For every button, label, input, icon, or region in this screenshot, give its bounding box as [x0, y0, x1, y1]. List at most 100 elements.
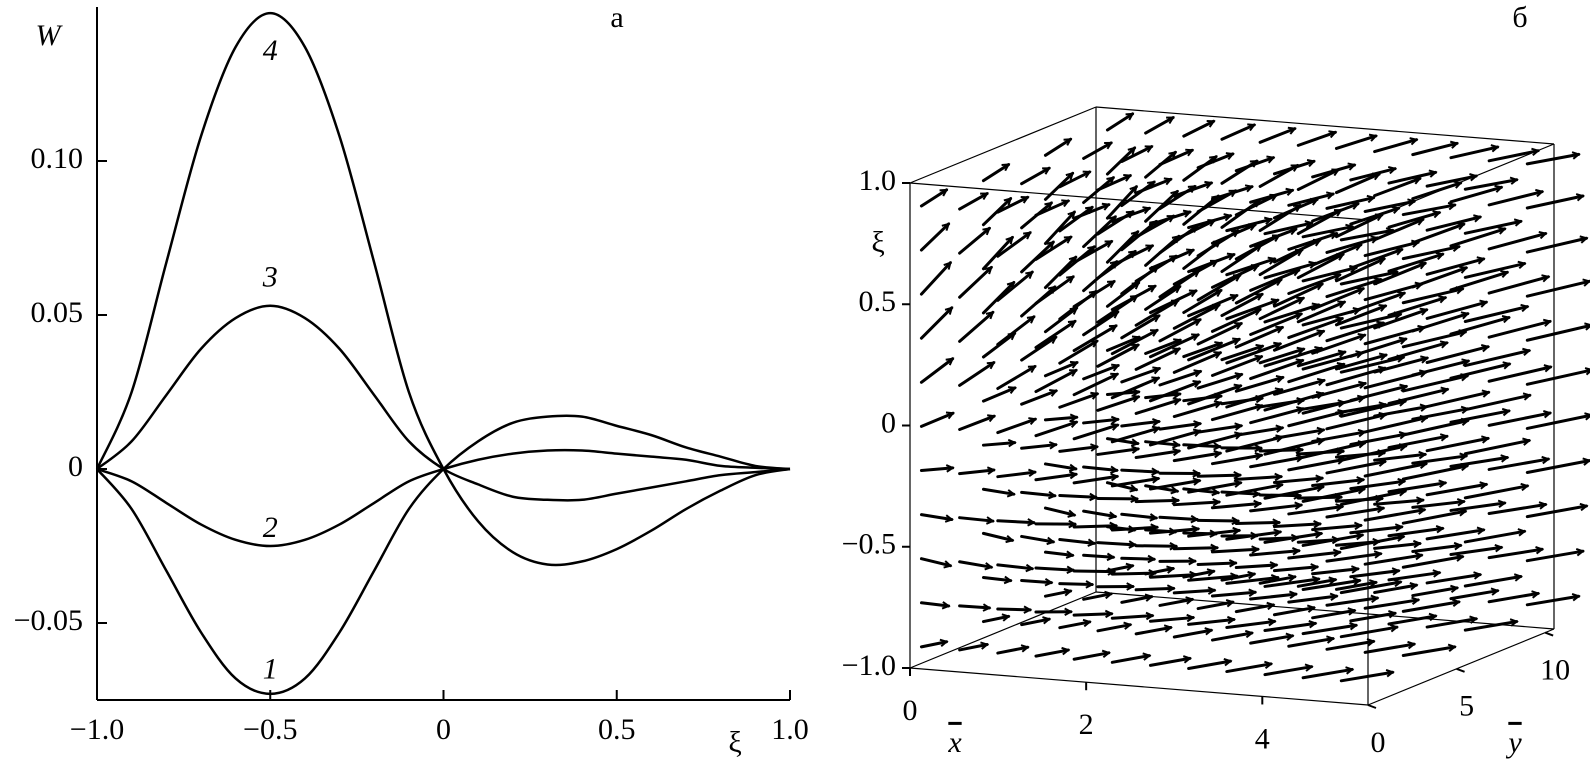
arrow-head: [1497, 226, 1507, 235]
arrow-head: [1225, 152, 1235, 160]
vector-arrow: [1296, 350, 1347, 368]
vector-arrow: [1525, 236, 1588, 254]
vector-arrow: [1387, 252, 1445, 273]
arrow-head: [1509, 176, 1519, 185]
vector-arrow: [1425, 436, 1490, 453]
arrow-head: [1151, 467, 1160, 476]
vector-arrow: [1148, 479, 1201, 491]
arrow-head: [1438, 479, 1448, 488]
arrow-head: [1130, 494, 1139, 504]
vector-arrow: [1301, 351, 1364, 371]
vector-arrow: [1411, 543, 1463, 553]
x-tick-label: 0: [436, 713, 451, 746]
vector-arrow: [1263, 577, 1321, 588]
arrow-head: [1274, 472, 1284, 482]
vector-arrow: [1249, 312, 1303, 336]
vector-arrow: [1034, 566, 1075, 572]
arrow-head: [1288, 590, 1298, 599]
arrow-head: [1378, 411, 1388, 421]
vector-arrow: [1334, 353, 1388, 371]
arrow-head: [1494, 184, 1504, 193]
vector-arrow: [1401, 374, 1469, 393]
vector-arrow: [1449, 270, 1509, 292]
vector-arrow: [1234, 278, 1283, 305]
arrow-head: [1501, 407, 1511, 417]
arrow-head: [1144, 145, 1154, 153]
vector-arrow: [1110, 614, 1154, 620]
vector-arrow: [919, 557, 952, 568]
arrow-head: [1296, 346, 1306, 355]
arrow-head: [1476, 256, 1486, 265]
vector-arrow: [1325, 552, 1383, 563]
arrow-head: [1310, 563, 1320, 572]
arrow-head: [1345, 666, 1355, 675]
arrow-head: [1248, 588, 1258, 597]
vector-arrow: [1210, 355, 1263, 378]
arrow-head: [1377, 458, 1387, 467]
vector-arrow: [1187, 659, 1232, 670]
arrow-head: [1090, 443, 1099, 452]
arrow-head: [1145, 244, 1155, 253]
arrow-head: [1188, 556, 1197, 566]
arrow-head: [1189, 570, 1198, 580]
vector-arrow: [1020, 389, 1058, 406]
vector-arrow: [1072, 474, 1119, 485]
vector-arrow: [1220, 292, 1264, 318]
arrow-head: [1355, 531, 1365, 541]
arrow-head: [1172, 447, 1182, 457]
vector-arrow: [1387, 341, 1449, 361]
vector-arrow: [1134, 299, 1180, 327]
arrow-head: [1407, 198, 1417, 207]
arrow-head: [1061, 646, 1071, 656]
arrow-head: [1535, 545, 1545, 555]
vector-arrow: [1263, 221, 1314, 236]
vector-arrow: [1058, 339, 1099, 365]
vector-arrow: [1363, 642, 1416, 654]
arrow-head: [1517, 260, 1527, 269]
arrow-head: [1358, 380, 1368, 389]
arrow-head: [1449, 140, 1460, 149]
vector-arrow: [1058, 582, 1094, 587]
vector-arrow: [1325, 278, 1383, 299]
vector-arrow: [1411, 181, 1463, 201]
vector-arrow: [1034, 235, 1073, 261]
vector-arrow: [1301, 579, 1362, 592]
vector-arrow: [1263, 621, 1317, 633]
vector-arrow: [1272, 282, 1324, 308]
vector-arrow: [981, 614, 1011, 624]
x-axis-label: x: [947, 726, 962, 759]
arrow-head: [1192, 469, 1201, 478]
arrow-head: [1517, 528, 1527, 537]
arrow-head: [1127, 146, 1137, 155]
vector-arrow: [1363, 416, 1429, 434]
vector-arrow: [1134, 398, 1182, 415]
vector-arrow: [1182, 119, 1216, 138]
arrow-head: [1264, 660, 1274, 670]
arrow-head: [1231, 516, 1241, 526]
arrow-head: [1142, 652, 1152, 661]
arrow-head: [1460, 417, 1470, 426]
vector-arrow: [1373, 541, 1422, 550]
x-tick-label: 0: [903, 694, 918, 727]
arrow-head: [1213, 442, 1222, 451]
arrow-head: [1275, 325, 1285, 334]
arrow-head: [1357, 332, 1367, 341]
arrow-head: [1046, 240, 1055, 250]
arrow-head: [1150, 329, 1159, 337]
vector-arrow: [1210, 307, 1262, 333]
vector-arrow: [1058, 620, 1092, 630]
arrow-head: [1391, 567, 1401, 576]
box-edge: [909, 667, 1369, 706]
panel-label: б: [1512, 1, 1527, 34]
vector-arrow: [1363, 370, 1428, 390]
vector-arrow: [1263, 665, 1314, 677]
vector-arrow: [1196, 372, 1244, 390]
y-tick: [1456, 667, 1465, 673]
vector-arrow: [1363, 553, 1424, 566]
vector-arrow: [1187, 432, 1243, 450]
arrow-head: [982, 226, 991, 236]
arrow-head: [1254, 452, 1264, 461]
vector-arrow: [1105, 481, 1138, 492]
arrow-head: [1313, 520, 1322, 529]
vector-arrow: [1187, 294, 1239, 318]
